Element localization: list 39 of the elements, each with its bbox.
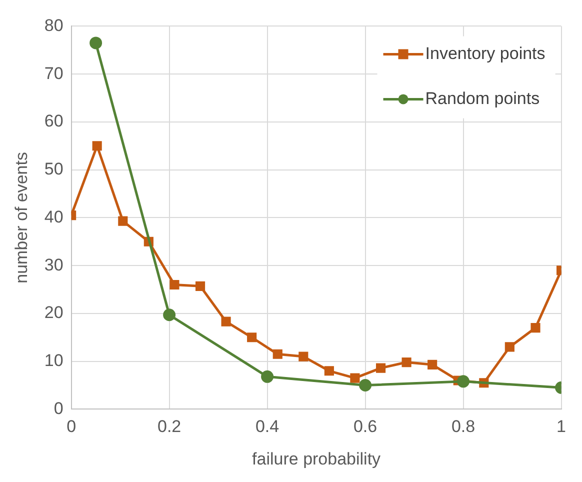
point <box>376 363 386 373</box>
y-tick-label: 30 <box>44 255 64 274</box>
point <box>324 366 334 376</box>
x-axis-title: failure probability <box>252 449 382 468</box>
legend-label: Random points <box>425 88 540 108</box>
y-tick-label: 50 <box>44 160 64 179</box>
y-tick-label: 10 <box>44 351 64 370</box>
point <box>504 342 514 352</box>
point <box>163 308 176 322</box>
point <box>90 36 102 50</box>
x-tick-label: 0.4 <box>255 417 280 436</box>
y-tick-label: 20 <box>44 303 64 322</box>
y-tick-label: 60 <box>44 112 64 131</box>
y-tick-label: 40 <box>44 207 64 226</box>
point <box>272 349 282 359</box>
point <box>221 316 231 326</box>
point <box>118 216 128 226</box>
legend-label: Inventory points <box>425 44 546 63</box>
x-tick-label: 0 <box>66 417 76 436</box>
point <box>457 375 470 388</box>
y-tick-label: 70 <box>44 64 64 83</box>
point <box>92 141 102 151</box>
x-tick-label: 0.8 <box>451 417 476 436</box>
y-axis-title: number of events <box>12 152 31 284</box>
x-tick-label: 0.2 <box>157 417 182 436</box>
point <box>402 357 412 368</box>
y-tick-label: 80 <box>44 16 64 35</box>
point <box>247 332 257 342</box>
point <box>359 379 372 392</box>
point <box>530 323 540 333</box>
point <box>195 281 206 291</box>
point <box>298 352 308 362</box>
y-tick-label: 0 <box>54 398 64 418</box>
point <box>261 370 274 383</box>
point <box>170 280 180 290</box>
x-tick-label: 0.6 <box>353 417 378 436</box>
x-tick-label: 1 <box>556 417 566 436</box>
point <box>350 373 360 383</box>
point <box>428 360 438 370</box>
